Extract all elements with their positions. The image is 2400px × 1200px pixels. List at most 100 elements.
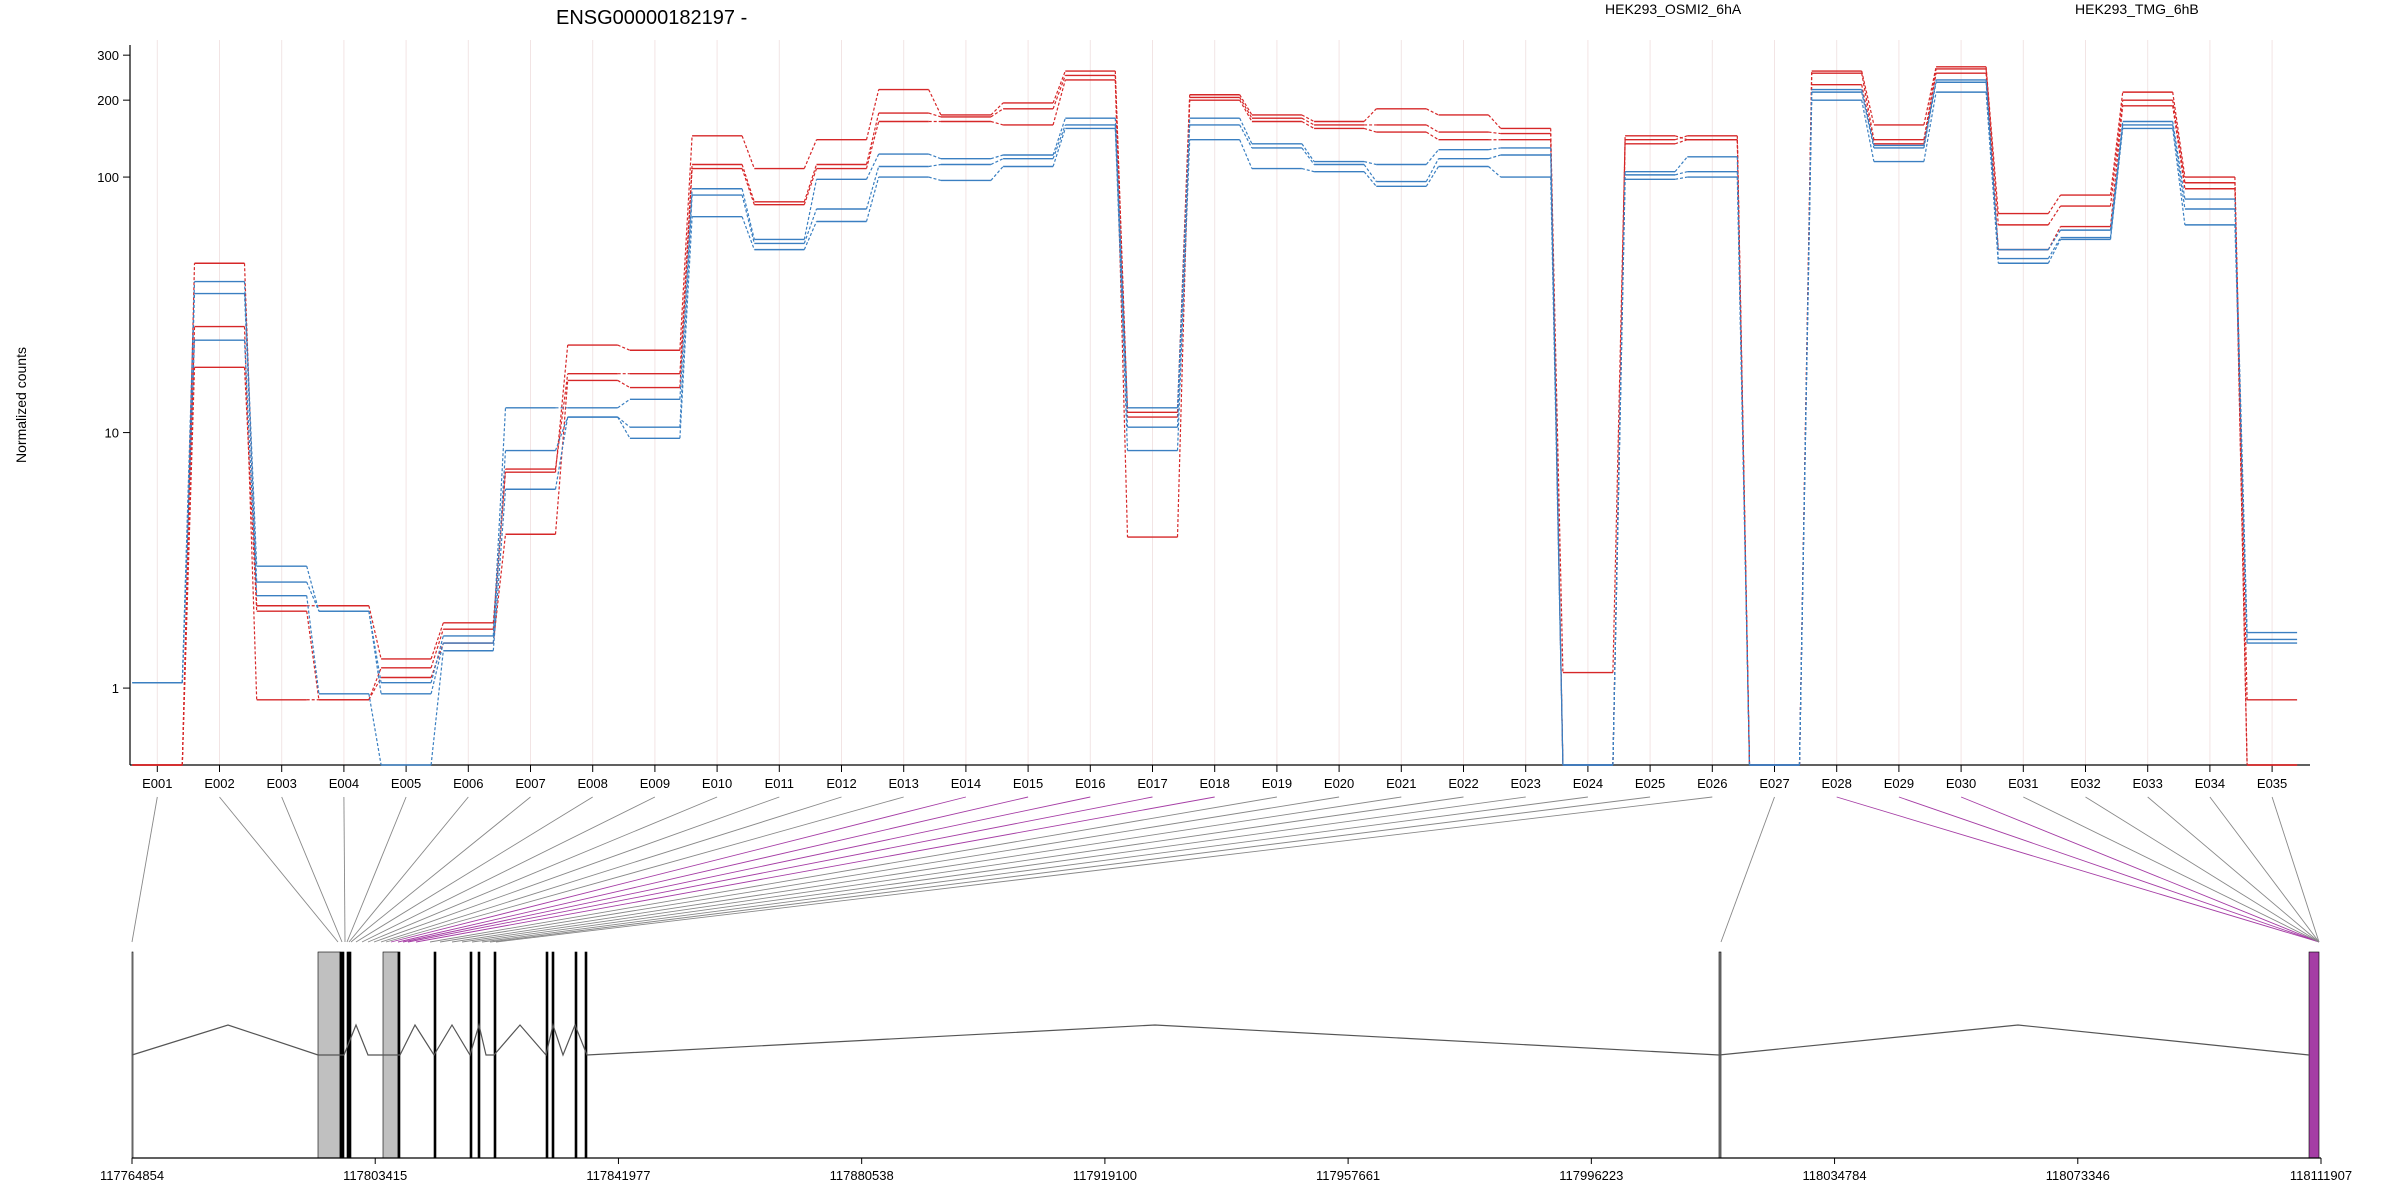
genomic-tick-label: 117919100	[1073, 1168, 1137, 1183]
exon-connector-segment	[928, 176, 942, 182]
exon-connector-segment	[1612, 139, 1626, 673]
x-tick-label-e019: E019	[1262, 776, 1292, 791]
exon-connector-segment	[1363, 160, 1377, 166]
x-tick-label-e010: E010	[702, 776, 732, 791]
exon-connector-segment	[1923, 68, 1937, 140]
exon-link-e027	[1720, 796, 1775, 943]
exon-connector-segment	[554, 416, 569, 490]
y-tick-label: 200	[97, 93, 119, 108]
exon-connector-segment	[1114, 118, 1129, 408]
exon-connector-segment	[1425, 149, 1439, 165]
exon-connector-segment	[306, 566, 320, 612]
exon-link-e030	[1960, 796, 2320, 943]
exon-connector-segment	[990, 120, 1004, 126]
exon-connector-segment	[2172, 128, 2186, 225]
genomic-coordinate-axis: 117764854 117803415 117841977 117880538 1179…	[100, 1157, 2352, 1183]
exon-link-e014	[390, 796, 967, 943]
exon-link-e025	[489, 796, 1651, 943]
exon-connector-segment	[1052, 124, 1066, 159]
exon-link-e033	[2147, 796, 2320, 943]
exon-connector-segment	[1301, 143, 1315, 162]
exon-connector-segment	[1425, 124, 1439, 133]
genomic-tick-label: 117764854	[100, 1168, 164, 1183]
exon-connector-segment	[2047, 205, 2062, 226]
exon-connector-segment	[492, 489, 507, 651]
x-tick-label-e012: E012	[826, 776, 856, 791]
exon-connector-segment	[2172, 92, 2186, 178]
exon-connector-segment	[1425, 166, 1440, 187]
x-tick-label-e030: E030	[1946, 776, 1976, 791]
exon-link-e026	[495, 796, 1713, 943]
exon-connector-segment	[554, 345, 569, 473]
genomic-tick-label: 118111907	[2290, 1168, 2352, 1183]
exon-link-e034	[2209, 796, 2320, 943]
exon-connector-segment	[243, 367, 258, 612]
x-tick-label-e011: E011	[765, 776, 794, 791]
exon-connector-segment	[990, 108, 1004, 118]
exon-connector-segment	[1923, 92, 1937, 162]
exon-connector-segment	[243, 326, 258, 700]
y-tick-label: 100	[97, 170, 119, 185]
exon-connector-segment	[2047, 226, 2062, 250]
y-tick-label: 1	[112, 681, 119, 696]
exon-connector-segment	[990, 154, 1004, 160]
exon-connector-segment	[1239, 117, 1253, 145]
exon-connector-segment	[679, 168, 693, 388]
exon-connector-segment	[1674, 156, 1688, 173]
exon-connector-segment	[617, 416, 631, 439]
x-tick-label-e020: E020	[1324, 776, 1354, 791]
series-layer	[132, 66, 2298, 766]
exon-connector-segment	[1239, 97, 1253, 119]
exon-connector-segment	[1861, 73, 1875, 140]
x-tick-label-e033: E033	[2133, 776, 2163, 791]
exon-connector-segment	[1674, 135, 1688, 141]
exon-link-e004	[343, 796, 346, 943]
x-tick-label-e027: E027	[1759, 776, 1789, 791]
exon-connector-segment	[1176, 139, 1191, 451]
legend-label-tmg: HEK293_TMG_6hB	[2075, 1, 2199, 17]
exon-block	[348, 951, 352, 1159]
y-axis-label: Normalized counts	[13, 347, 29, 463]
exon-link-e009	[361, 796, 656, 943]
exon-connector-segment	[1736, 177, 1751, 766]
x-tick-label-e003: E003	[267, 776, 297, 791]
exon-link-e015	[397, 796, 1029, 943]
genomic-tick-label: 117841977	[586, 1168, 650, 1183]
exon-connector-segment	[679, 216, 693, 439]
exon-connector-segment	[2109, 100, 2124, 207]
exon-connector-segment	[1363, 164, 1377, 182]
exon-connector-segment	[1239, 124, 1253, 149]
genomic-tick-label: 117803415	[343, 1168, 407, 1183]
exon-link-e021	[451, 796, 1402, 943]
x-tick-label-e024: E024	[1573, 776, 1603, 791]
x-tick-label-e014: E014	[951, 776, 981, 791]
y-tick-label: 300	[97, 48, 119, 63]
exon-connector-segment	[1861, 92, 1875, 149]
intron-lines	[131, 1022, 2310, 1057]
exon-connector-segment	[430, 642, 444, 694]
exon-connector-segment	[2109, 121, 2124, 231]
exon-link-e018	[415, 796, 1215, 943]
exon-connector-lines	[131, 796, 2320, 943]
x-tick-label-e018: E018	[1200, 776, 1230, 791]
exon-link-e002	[219, 796, 339, 943]
exon-connector-segment	[803, 179, 818, 240]
exon-connector-segment	[1674, 176, 1688, 180]
exon-block	[2308, 951, 2320, 1159]
x-tick-label-e005: E005	[391, 776, 421, 791]
exon-connector-segment	[617, 398, 631, 409]
exon-link-e017	[407, 796, 1153, 943]
exon-link-e031	[2023, 796, 2320, 943]
exon-connector-segment	[1861, 70, 1875, 126]
chart-title: ENSG00000182197 -	[556, 7, 747, 29]
exon-connector-segment	[2109, 105, 2124, 227]
exon-connector-segment	[1674, 171, 1688, 176]
exon-connector-segment	[2047, 229, 2062, 250]
x-tick-label-e028: E028	[1822, 776, 1852, 791]
exon-link-e016	[402, 796, 1091, 943]
exon-connector-segment	[1488, 114, 1502, 129]
exon-link-e006	[348, 796, 469, 943]
x-tick-label-e015: E015	[1013, 776, 1043, 791]
exon-link-e023	[471, 796, 1526, 943]
